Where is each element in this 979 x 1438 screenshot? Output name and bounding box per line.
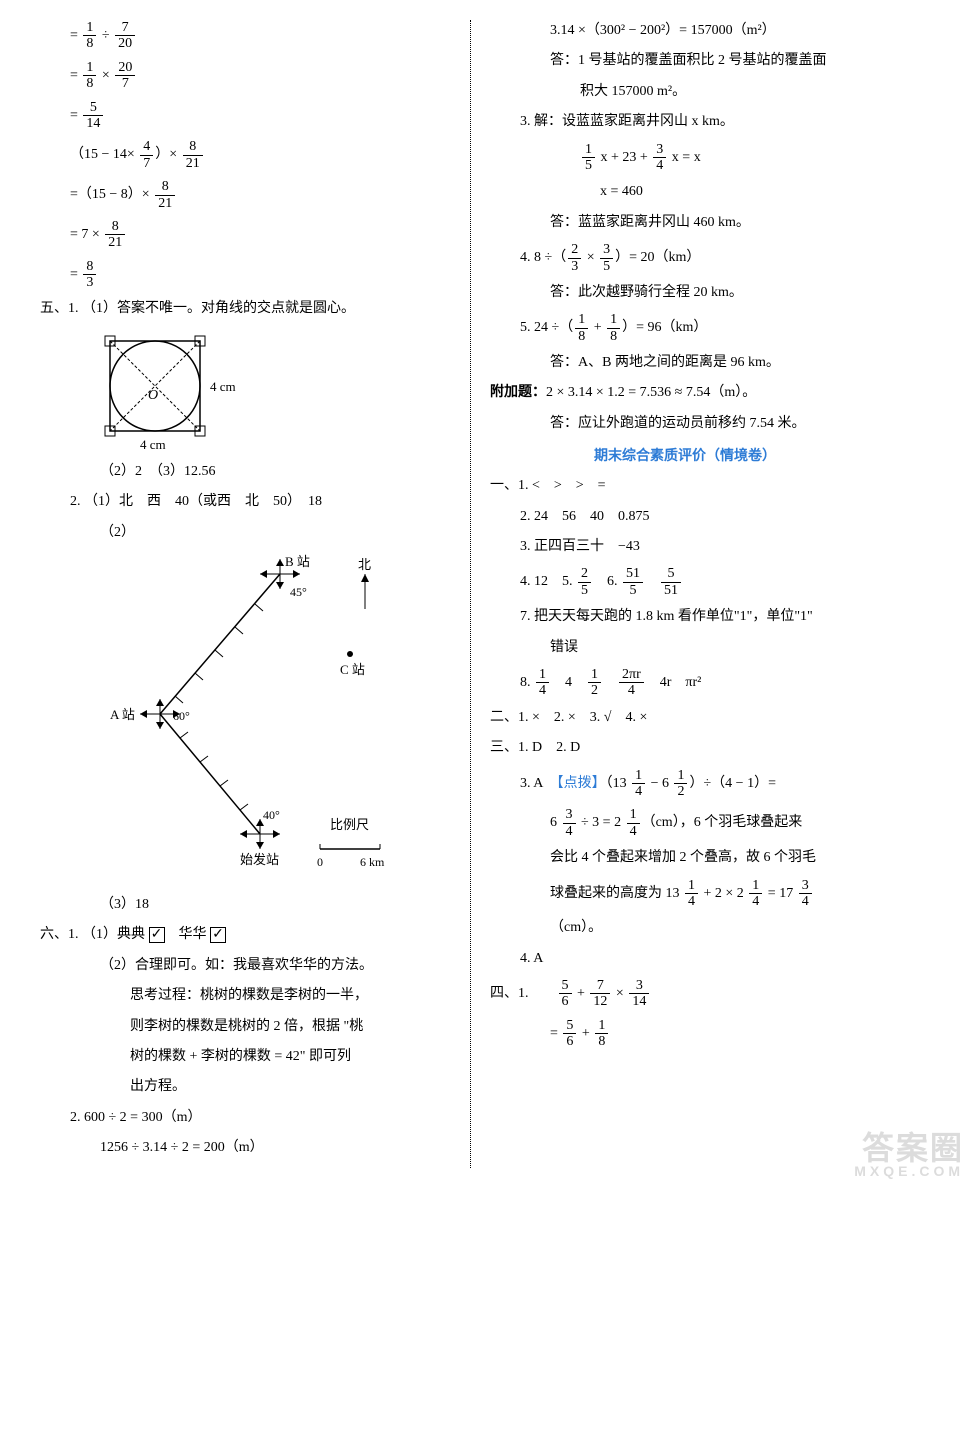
hint-line: 会比 4 个叠起来增加 2 个叠高，故 6 个羽毛	[490, 847, 880, 869]
svg-text:始发站: 始发站	[240, 852, 279, 867]
hint-line: 球叠起来的高度为 13 14 + 2 × 2 14 = 17 34	[490, 878, 880, 910]
section-5-heading: 五、1. （1）答案不唯一。对角线的交点就是圆心。	[40, 298, 430, 320]
text-line: 思考过程：桃树的棵数是李树的一半，	[40, 985, 430, 1007]
calc-line: = 56 + 18	[490, 1018, 880, 1050]
answer-line: 答：蓝蓝家距离井冈山 460 km。	[490, 212, 880, 234]
hint-line: 6 34 ÷ 3 = 2 14（cm），6 个羽毛球叠起来	[490, 807, 880, 839]
problem-line: 3. 解：设蓝蓝家距离井冈山 x km。	[490, 111, 880, 133]
calc-line: 4. 8 ÷（23 × 35）= 20（km）	[490, 242, 880, 274]
answer-line: 2. 24 56 40 0.875	[490, 506, 880, 528]
calc-line: x = 460	[490, 181, 880, 203]
hint-line: （cm）。	[490, 917, 880, 939]
calc-line: = 514	[40, 100, 430, 132]
answer-line: 4. A	[490, 948, 880, 970]
watermark: 答案圈 MXQE.COM	[854, 1132, 964, 1178]
calc-line: （15 − 14× 47）× 821	[40, 139, 430, 171]
svg-text:C 站: C 站	[340, 662, 365, 677]
text-line: （2）合理即可。如：我最喜欢华华的方法。	[40, 955, 430, 977]
calc-line: 15 x + 23 + 34 x = x	[490, 142, 880, 174]
svg-text:45°: 45°	[290, 585, 307, 599]
circle-in-square-figure: O 4 cm 4 cm	[100, 331, 260, 451]
answer-line: 错误	[490, 637, 880, 659]
svg-text:B 站: B 站	[285, 554, 310, 569]
answer-line: 一、1. < > > =	[490, 475, 880, 497]
answer-line: 4. 12 5. 25 6. 515 551	[490, 566, 880, 598]
section-heading: 期末综合素质评价（情境卷）	[490, 445, 880, 465]
answer-line: 答：应让外跑道的运动员前移约 7.54 米。	[490, 413, 880, 435]
svg-text:北: 北	[358, 557, 371, 572]
text-line: 树的棵数 + 李树的棵数 = 42" 即可列	[40, 1046, 430, 1068]
calc-line: 四、1. 56 + 712 × 314	[490, 978, 880, 1010]
right-column: 3.14 ×（300² − 200²）= 157000（m²） 答：1 号基站的…	[460, 20, 890, 1168]
answer-line: 8. 14 4 12 2πr4 4r πr²	[490, 667, 880, 699]
svg-text:4 cm: 4 cm	[210, 379, 236, 394]
calc-line: 1256 ÷ 3.14 ÷ 2 = 200（m）	[40, 1137, 430, 1159]
svg-text:0: 0	[317, 855, 323, 869]
answer-line: 三、1. D 2. D	[490, 737, 880, 759]
answer-line: 答：此次越野骑行全程 20 km。	[490, 282, 880, 304]
checkbox-icon: ✓	[210, 927, 226, 943]
calc-line: = 7 × 821	[40, 219, 430, 251]
answer-line: （2）	[40, 522, 430, 544]
svg-text:A 站: A 站	[110, 707, 135, 722]
svg-text:O: O	[148, 388, 158, 403]
text-line: 出方程。	[40, 1076, 430, 1098]
answer-line: 3. 正四百三十 −43	[490, 536, 880, 558]
svg-text:40°: 40°	[263, 808, 280, 822]
calc-line: 2. 600 ÷ 2 = 300（m）	[40, 1107, 430, 1129]
extra-line: 附加题：2 × 3.14 × 1.2 = 7.536 ≈ 7.54（m）。	[490, 382, 880, 404]
answer-line: 答：A、B 两地之间的距离是 96 km。	[490, 352, 880, 374]
checkbox-icon: ✓	[149, 927, 165, 943]
calc-line: 5. 24 ÷（18 + 18）= 96（km）	[490, 312, 880, 344]
left-column: = 18 ÷ 720 = 18 × 207 = 514 （15 − 14× 47…	[30, 20, 460, 1168]
column-divider	[470, 20, 471, 1168]
calc-line: 3.14 ×（300² − 200²）= 157000（m²）	[490, 20, 880, 42]
svg-text:60°: 60°	[173, 709, 190, 723]
calc-line: = 18 × 207	[40, 60, 430, 92]
calc-line: = 83	[40, 259, 430, 291]
calc-line: = 18 ÷ 720	[40, 20, 430, 52]
hint-line: 3. A 【点拨】（13 14 − 6 12）÷（4 − 1）=	[490, 768, 880, 800]
answer-line: （3）18	[40, 894, 430, 916]
answer-line: 7. 把天天每天跑的 1.8 km 看作单位"1"，单位"1"	[490, 606, 880, 628]
route-map-figure: B 站 45° 北 C 站 A 站 60°	[100, 554, 400, 884]
calc-line: =（15 − 8）× 821	[40, 179, 430, 211]
answer-line: 二、1. × 2. × 3. √ 4. ×	[490, 707, 880, 729]
text-line: 则李树的棵数是桃树的 2 倍，根据 "桃	[40, 1016, 430, 1038]
svg-text:4 cm: 4 cm	[140, 437, 166, 451]
section-6-heading: 六、1. （1）典典 ✓ 华华 ✓	[40, 924, 430, 946]
answer-line: 答：1 号基站的覆盖面积比 2 号基站的覆盖面	[490, 50, 880, 72]
svg-text:比例尺: 比例尺	[330, 817, 369, 832]
answer-line: （2）2 （3）12.56	[40, 461, 430, 483]
answer-line: 2. （1）北 西 40（或西 北 50） 18	[40, 491, 430, 513]
svg-text:6 km: 6 km	[360, 855, 385, 869]
answer-line: 积大 157000 m²。	[490, 81, 880, 103]
